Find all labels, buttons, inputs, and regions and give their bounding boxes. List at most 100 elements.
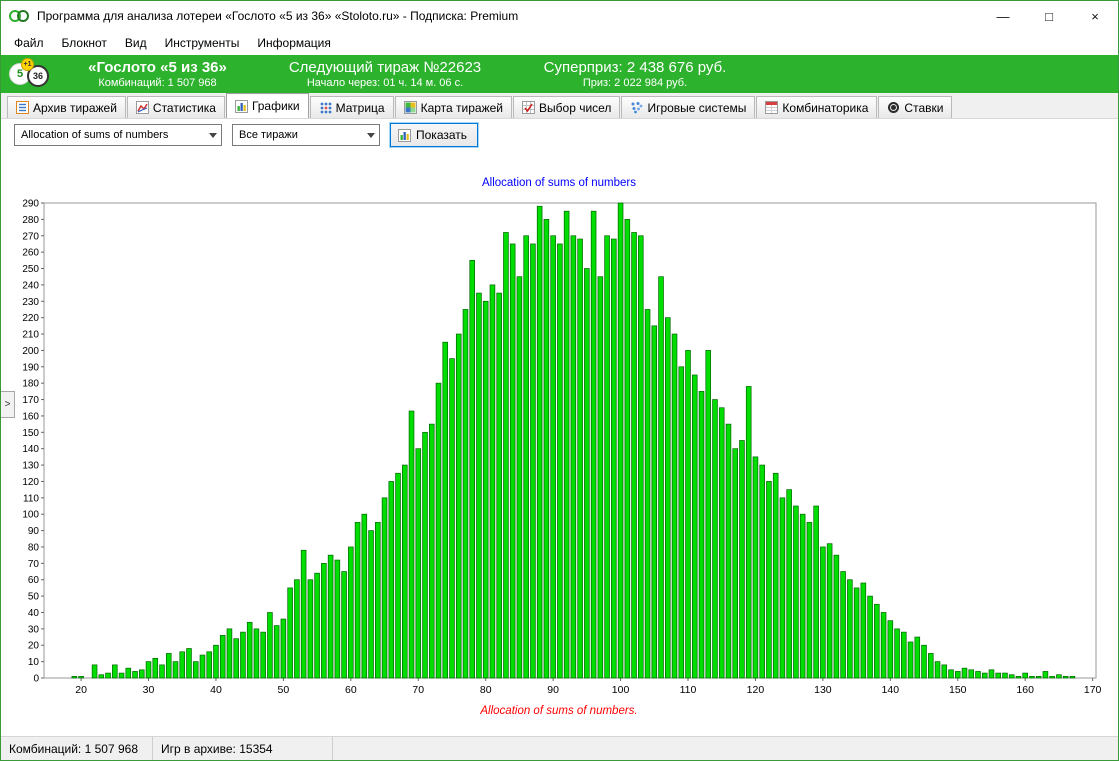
tab-charts[interactable]: Графики (225, 93, 309, 118)
lottery-banner: 5 36 +1 «Гослото «5 из 36» Комбинаций: 1… (1, 55, 1118, 93)
maximize-button[interactable]: □ (1045, 8, 1053, 24)
tab-label: Выбор чисел (539, 100, 612, 115)
svg-text:50: 50 (28, 592, 40, 603)
svg-text:110: 110 (680, 684, 697, 696)
svg-text:210: 210 (22, 330, 39, 341)
tab-label: Матрица (335, 100, 385, 115)
lottery-name: «Гослото «5 из 36» (88, 58, 227, 76)
chart-type-select[interactable]: Allocation of sums of numbers (14, 124, 222, 146)
svg-text:180: 180 (22, 379, 39, 390)
bar-chart-icon (234, 99, 248, 113)
tab-combinatorics[interactable]: Комбинаторика (756, 96, 878, 118)
svg-text:170: 170 (1084, 684, 1102, 696)
svg-text:50: 50 (278, 684, 290, 696)
menubar: Файл Блокнот Вид Инструменты Информация (1, 31, 1118, 55)
svg-text:240: 240 (22, 280, 39, 291)
chart-type-value: Allocation of sums of numbers (21, 129, 169, 141)
svg-text:70: 70 (28, 559, 40, 570)
superprize-label: Суперприз: 2 438 676 руб. (543, 58, 727, 76)
chevron-down-icon (362, 125, 379, 145)
tab-label: Графики (251, 99, 300, 113)
minimize-button[interactable]: — (996, 8, 1010, 24)
draws-filter-value: Все тиражи (239, 129, 298, 141)
tab-label: Ставки (904, 100, 944, 115)
tab-bets[interactable]: Ставки (878, 96, 953, 118)
show-button-label: Показать (416, 128, 468, 142)
tab-label: Комбинаторика (782, 100, 869, 115)
status-combinations: Комбинаций: 1 507 968 (1, 737, 153, 760)
expand-panel-button[interactable]: > (1, 391, 15, 418)
chart-controls: Allocation of sums of numbers Все тиражи… (1, 119, 1118, 151)
chevron-down-icon (204, 125, 221, 145)
svg-text:30: 30 (28, 624, 40, 635)
svg-text:150: 150 (22, 428, 39, 439)
app-icon (9, 7, 31, 25)
logo-plus-badge: +1 (21, 58, 34, 71)
menu-tools[interactable]: Инструменты (164, 36, 240, 50)
menu-view[interactable]: Вид (124, 36, 147, 50)
svg-text:120: 120 (747, 684, 765, 696)
chip-icon (888, 102, 900, 113)
logo-ball-36: 36 (27, 65, 49, 87)
svg-text:90: 90 (28, 526, 40, 537)
svg-text:20: 20 (75, 684, 87, 696)
tab-statistics[interactable]: Статистика (126, 96, 225, 118)
svg-text:40: 40 (28, 608, 40, 619)
svg-text:130: 130 (22, 461, 39, 472)
tab-label: Игровые системы (647, 100, 747, 115)
svg-text:100: 100 (22, 510, 39, 521)
svg-text:170: 170 (22, 395, 39, 406)
archive-list-icon (16, 101, 29, 114)
svg-text:0: 0 (33, 674, 39, 685)
statusbar: Комбинаций: 1 507 968 Игр в архиве: 1535… (1, 736, 1118, 760)
svg-text:30: 30 (143, 684, 155, 696)
lottery-logo: 5 36 +1 (7, 57, 55, 91)
draws-filter-select[interactable]: Все тиражи (232, 124, 380, 146)
svg-text:20: 20 (28, 641, 40, 652)
svg-text:250: 250 (22, 264, 39, 275)
svg-text:100: 100 (612, 684, 630, 696)
tab-draw-map[interactable]: Карта тиражей (394, 96, 513, 118)
svg-text:60: 60 (28, 575, 40, 586)
table-icon (765, 101, 779, 114)
tab-game-systems[interactable]: Игровые системы (621, 96, 756, 118)
svg-text:190: 190 (22, 362, 39, 373)
svg-text:230: 230 (22, 297, 39, 308)
next-draw-label: Следующий тираж №22623 (288, 58, 482, 76)
banner-title-block: «Гослото «5 из 36» Комбинаций: 1 507 968 (55, 55, 260, 93)
svg-text:60: 60 (345, 684, 357, 696)
draw-countdown: Начало через: 01 ч. 14 м. 06 с. (306, 76, 464, 89)
line-chart-icon (135, 101, 149, 114)
tab-archive[interactable]: Архив тиражей (7, 96, 126, 118)
menu-file[interactable]: Файл (14, 36, 44, 50)
svg-text:130: 130 (814, 684, 832, 696)
chart-svg: 0 10 20 30 40 50 60 70 80 90 100 110 120 130 140 150 160… (22, 199, 1102, 697)
svg-text:120: 120 (22, 477, 39, 488)
svg-text:200: 200 (22, 346, 39, 357)
menu-notebook[interactable]: Блокнот (61, 36, 107, 50)
svg-text:220: 220 (22, 313, 39, 324)
tab-matrix[interactable]: Матрица (309, 96, 394, 118)
svg-text:70: 70 (412, 684, 424, 696)
svg-text:260: 260 (22, 248, 39, 259)
svg-text:110: 110 (23, 493, 39, 504)
chart-card: Allocation of sums of numbers 0 10 20 30 40 5… (14, 177, 1104, 717)
tab-label: Статистика (152, 100, 216, 115)
show-button[interactable]: Показать (390, 123, 479, 147)
svg-text:10: 10 (28, 657, 40, 668)
menu-info[interactable]: Информация (257, 36, 331, 50)
svg-text:90: 90 (547, 684, 559, 696)
app-icon-ring (17, 10, 29, 22)
svg-text:280: 280 (22, 215, 39, 226)
mini-bar-chart-icon (398, 128, 411, 142)
map-icon (403, 101, 417, 114)
chart-title: Allocation of sums of numbers (481, 177, 637, 189)
tab-number-choice[interactable]: Выбор чисел (513, 96, 621, 118)
close-button[interactable]: × (1091, 8, 1099, 24)
main-area: > Allocation of sums of numbers 0 10 20 30 4… (1, 151, 1118, 736)
svg-text:40: 40 (210, 684, 222, 696)
svg-text:160: 160 (1016, 684, 1034, 696)
banner-prize-block: Суперприз: 2 438 676 руб. Приз: 2 022 98… (510, 55, 760, 93)
matrix-grid-icon (320, 102, 332, 114)
tabbar: Архив тиражей Статистика Графики Матрица… (1, 93, 1118, 119)
